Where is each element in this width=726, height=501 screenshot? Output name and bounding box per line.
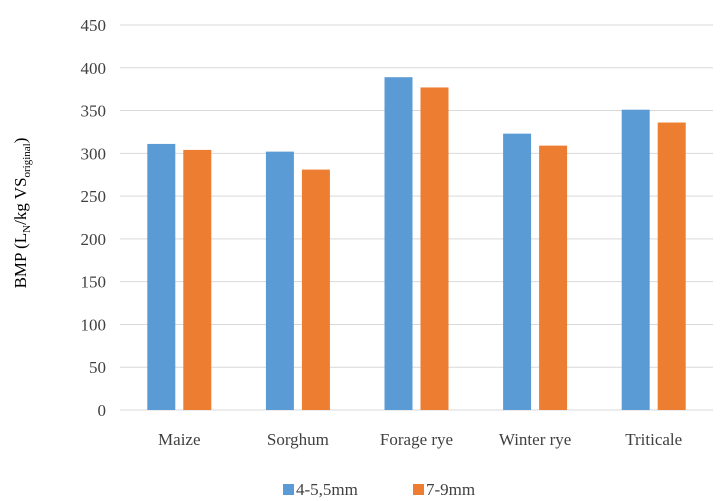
y-tick-label: 300: [81, 144, 107, 163]
bar-7-9mm-maize: [183, 149, 212, 410]
bar-7-9mm-forage-rye: [420, 87, 449, 410]
x-category-label: Sorghum: [267, 430, 329, 449]
y-axis-label-group: BMP (LN/kg VSoriginal): [11, 138, 33, 289]
y-axis-label-mid: /kg VS: [11, 177, 30, 224]
y-tick-label: 250: [81, 187, 107, 206]
x-category-label: Triticale: [625, 430, 682, 449]
legend-label: 7-9mm: [426, 480, 475, 499]
bar-7-9mm-winter-rye: [539, 145, 568, 410]
bar-4-5-5mm-sorghum: [265, 151, 294, 410]
y-axis-label-end: ): [11, 138, 30, 144]
legend-swatch: [413, 484, 424, 495]
bars: [147, 77, 686, 411]
bar-4-5-5mm-triticale: [621, 109, 650, 410]
legend-label: 4-5,5mm: [296, 480, 358, 499]
legend: 4-5,5mm 7-9mm: [283, 480, 475, 499]
x-category-label: Maize: [158, 430, 200, 449]
bar-7-9mm-triticale: [657, 122, 686, 411]
bar-4-5-5mm-winter-rye: [503, 133, 532, 410]
bar-4-5-5mm-forage-rye: [384, 77, 413, 410]
legend-swatch: [283, 484, 294, 495]
y-tick-label: 50: [89, 358, 106, 377]
y-tick-label: 400: [81, 59, 107, 78]
bar-7-9mm-sorghum: [301, 169, 330, 410]
gridlines: [120, 24, 713, 411]
bar-4-5-5mm-maize: [147, 143, 176, 410]
y-tick-label: 0: [98, 401, 107, 420]
y-tick-label: 200: [81, 230, 107, 249]
y-axis-ticks: 0 50 100 150 200 250 300 350 400 450: [81, 16, 107, 420]
y-axis-label: BMP (LN/kg VSoriginal): [11, 138, 33, 289]
y-tick-label: 350: [81, 102, 107, 121]
y-tick-label: 450: [81, 16, 107, 35]
y-tick-label: 150: [81, 273, 107, 292]
y-axis-label-sub2: original: [21, 143, 33, 177]
y-tick-label: 100: [81, 315, 107, 334]
x-category-label: Forage rye: [380, 430, 453, 449]
x-category-label: Winter rye: [499, 430, 571, 449]
y-axis-label-main: BMP (L: [11, 233, 30, 289]
y-axis-label-sub1: N: [21, 225, 33, 233]
x-axis-categories: Maize Sorghum Forage rye Winter rye Tritical…: [158, 430, 682, 449]
